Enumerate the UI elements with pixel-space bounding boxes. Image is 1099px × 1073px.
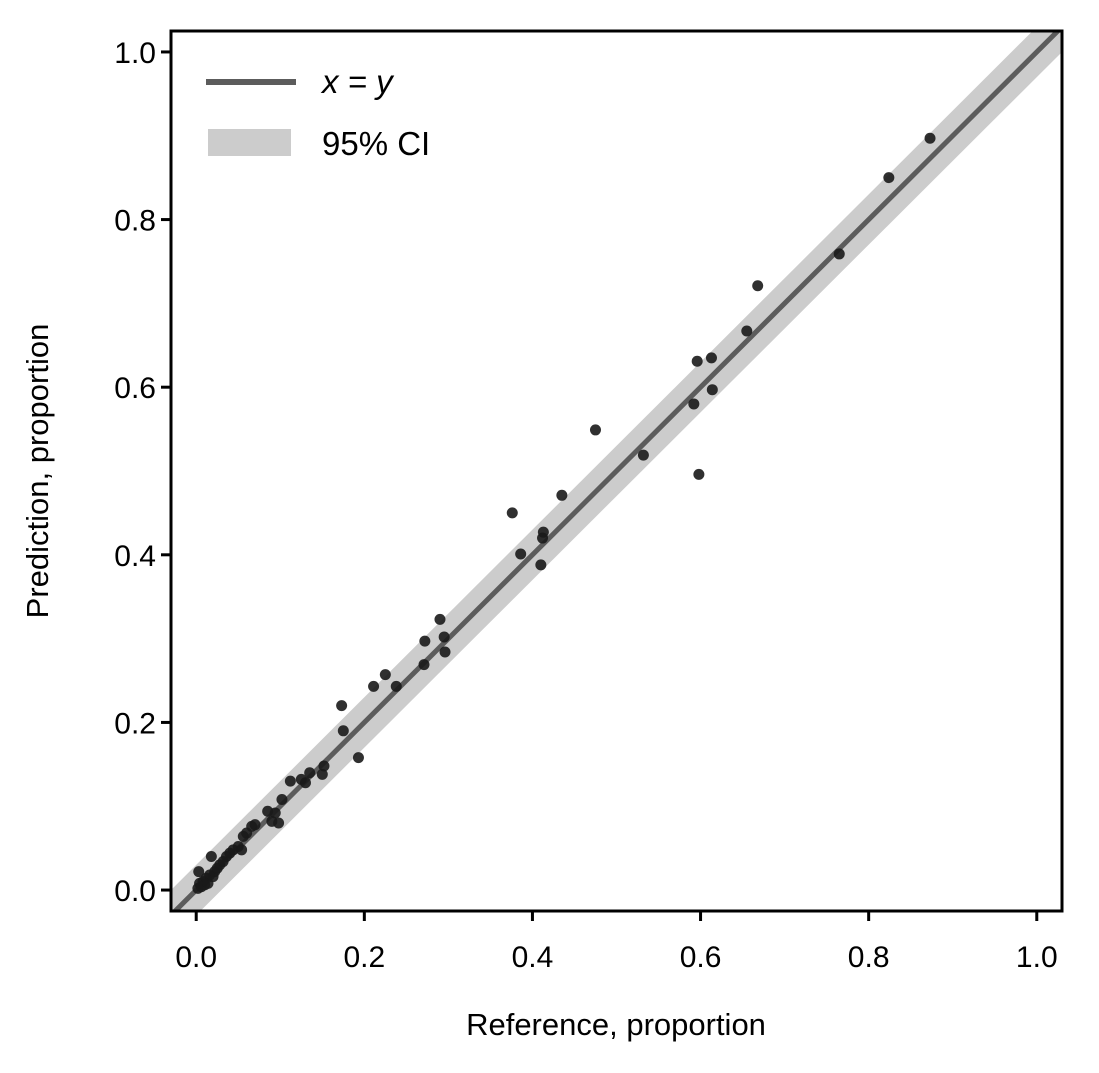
scatter-point — [284, 775, 296, 787]
scatter-point — [368, 680, 380, 692]
scatter-point — [318, 760, 330, 772]
scatter-point — [924, 132, 936, 144]
y-tick-label: 0.0 — [114, 875, 156, 908]
x-axis-label: Reference, proportion — [466, 1007, 766, 1042]
scatter-points — [192, 132, 936, 894]
scatter-point — [537, 526, 549, 538]
scatter-point — [691, 355, 703, 367]
x-tick-label: 0.2 — [343, 941, 385, 974]
y-tick-label: 0.6 — [114, 372, 156, 405]
scatter-point — [336, 700, 348, 712]
scatter-point — [705, 352, 717, 364]
scatter-point — [556, 489, 568, 501]
scatter-point — [688, 398, 700, 410]
y-axis-label: Prediction, proportion — [20, 324, 55, 619]
x-tick-label: 0.4 — [512, 941, 554, 974]
legend-band-swatch — [208, 129, 291, 156]
scatter-point — [741, 325, 753, 337]
y-tick-label: 0.8 — [114, 205, 156, 238]
scatter-point — [418, 659, 430, 671]
x-tick-label: 0.0 — [175, 941, 217, 974]
y-tick-label: 1.0 — [114, 37, 156, 70]
scatter-point — [193, 866, 205, 878]
scatter-point — [589, 424, 601, 436]
scatter-point — [752, 280, 764, 292]
scatter-point — [637, 449, 649, 461]
scatter-point — [535, 559, 547, 571]
legend-line-label: x = y — [320, 63, 395, 100]
x-tick-label: 0.8 — [848, 941, 890, 974]
x-tick-label: 0.6 — [680, 941, 722, 974]
scatter-point — [299, 777, 311, 789]
x-axis-ticks: 0.0 0.2 0.4 0.6 0.8 1.0 — [175, 911, 1058, 974]
plot-area — [171, 31, 1062, 911]
scatter-point — [506, 507, 518, 519]
y-axis-ticks: 0.0 0.2 0.4 0.6 0.8 1.0 — [114, 37, 171, 908]
scatter-point — [273, 817, 285, 829]
scatter-point — [419, 635, 431, 647]
scatter-point — [269, 807, 281, 819]
scatter-point — [276, 794, 288, 806]
scatter-point — [249, 819, 261, 831]
legend: x = y 95% CI — [206, 63, 430, 162]
scatter-point — [337, 725, 349, 737]
scatter-point — [693, 468, 705, 480]
scatter-point — [439, 646, 451, 658]
scatter-point — [438, 631, 450, 643]
scatter-point — [434, 613, 446, 625]
scatter-point — [236, 844, 248, 856]
x-tick-label: 1.0 — [1016, 941, 1058, 974]
scatter-point — [706, 384, 718, 396]
scatter-point — [390, 680, 402, 692]
scatter-point — [352, 752, 364, 764]
scatter-point — [379, 669, 391, 681]
y-tick-label: 0.4 — [114, 540, 156, 573]
scatter-point — [304, 767, 316, 779]
scatter-point — [883, 172, 895, 184]
plot-frame — [169, 29, 1064, 913]
scatter-point — [515, 548, 527, 560]
y-tick-label: 0.2 — [114, 707, 156, 740]
legend-band-label: 95% CI — [322, 125, 430, 162]
scatter-point — [316, 768, 328, 780]
scatter-point — [833, 248, 845, 260]
scatter-point — [205, 851, 217, 863]
